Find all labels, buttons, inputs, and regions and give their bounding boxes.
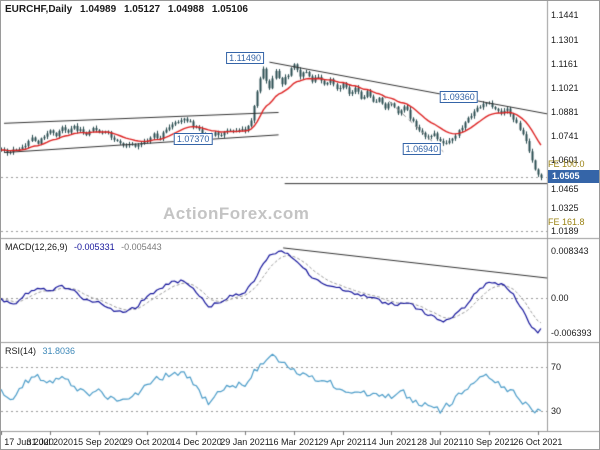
low-value: 1.04988 (167, 4, 205, 15)
fib-label-100: FE 100.0 (548, 159, 585, 169)
rsi-value: 31.8036 (42, 346, 76, 356)
macd-value: -0.005331 (74, 242, 115, 252)
macd-indicator-label: MACD(12,26,9) (5, 242, 68, 252)
macd-signal-value: -0.005443 (121, 242, 162, 252)
symbol-ohlc-header: EURCHF,Daily 1.04989 1.05127 1.04988 1.0… (5, 4, 253, 15)
fib-label-161: FE 161.8 (548, 217, 585, 227)
current-price-tag: 1.0505 (548, 170, 599, 183)
high-value: 1.05127 (123, 4, 161, 15)
rsi-indicator-label: RSI(14) (5, 346, 37, 356)
symbol-label: EURCHF,Daily (5, 4, 73, 15)
rsi-panel-label: RSI(14) 31.8036 (5, 346, 79, 356)
close-value: 1.05106 (211, 4, 248, 15)
macd-panel-label: MACD(12,26,9) -0.005331 -0.005443 (5, 242, 166, 252)
open-value: 1.04989 (80, 4, 117, 15)
